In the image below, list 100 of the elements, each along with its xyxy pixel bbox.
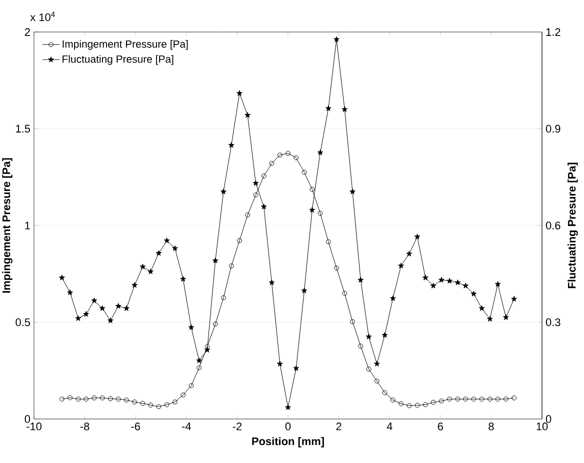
point [276,360,283,366]
point [495,396,500,402]
point [132,400,138,404]
y-axis-title: Impingement Presure [Pa] [2,158,12,293]
point [164,238,170,244]
point [140,264,146,270]
point [140,400,146,406]
point [374,378,380,384]
point [326,239,331,244]
point [366,366,372,372]
point [83,311,90,317]
point [463,396,468,402]
point [116,396,121,402]
point [91,298,98,304]
point [260,204,267,210]
x-tick-label: 4 [386,422,392,430]
point [494,281,501,287]
point [253,192,258,198]
y-tick-label: 1.5 [16,124,30,133]
point [438,276,444,283]
point [180,392,186,398]
point [76,396,81,402]
point [268,279,275,286]
point [455,396,460,402]
point [310,186,315,192]
point [123,305,130,311]
point [100,395,105,400]
x-tick-label: 2 [336,422,342,430]
x-tick-label: 8 [488,422,494,430]
point [244,112,251,118]
point [124,398,129,402]
x-axis-title: Position [mm] [252,437,324,448]
point [406,250,412,256]
point [156,250,162,256]
point [237,238,242,244]
point [277,152,282,158]
point [414,234,420,240]
point [293,365,300,371]
x-tick-label: 0 [285,422,291,430]
legend-label: Impingement Pressure [Pa] [62,40,188,50]
y2-axis-title: Fluctuating Presure [Pa] [568,162,578,288]
point [245,212,250,218]
point [204,346,210,353]
point [285,404,291,410]
point [390,295,396,301]
x-tick-label: 10 [536,422,548,430]
point [58,274,65,280]
y2-tick-label: 0.9 [546,124,560,133]
point [108,396,113,402]
point [470,290,477,296]
point [350,188,356,194]
point [220,188,226,194]
point [430,400,436,405]
point [294,155,299,160]
point [99,305,106,311]
point [212,258,218,264]
point [382,390,388,396]
point [196,358,202,364]
point [228,142,234,148]
point [92,395,97,400]
point [366,334,372,340]
point [228,264,234,268]
y-tick-label: 2 [24,28,30,36]
point [446,278,453,284]
point [398,401,404,406]
y2-tick-label: 0.3 [546,318,560,326]
point [334,36,340,42]
point [196,365,202,370]
point [382,332,388,338]
point [334,266,339,271]
point [471,396,476,402]
point [406,403,412,408]
point [309,206,316,213]
y-tick-label: 0 [24,415,30,423]
point [156,404,162,410]
point [269,160,274,166]
point [212,322,218,326]
point [84,396,89,402]
legend-label: Fluctuating Presure [Pa] [62,55,174,65]
text: x 10$^{4}$ [30,12,55,22]
point [486,316,493,322]
point [107,318,114,324]
point [221,295,226,300]
x-tick-label: -2 [232,422,242,430]
y2-tick-label: 0.6 [546,222,560,230]
point [172,245,178,251]
point [148,402,154,408]
y2-tick-label: 1.2 [546,28,560,36]
point [68,395,73,400]
x-tick-label: -4 [182,422,191,430]
point [414,402,420,408]
point [286,150,290,156]
point [447,396,452,402]
point [188,324,194,330]
point [502,314,509,320]
point [511,296,518,302]
point [390,398,396,402]
point [438,398,444,404]
point [261,174,266,178]
point [430,282,436,288]
